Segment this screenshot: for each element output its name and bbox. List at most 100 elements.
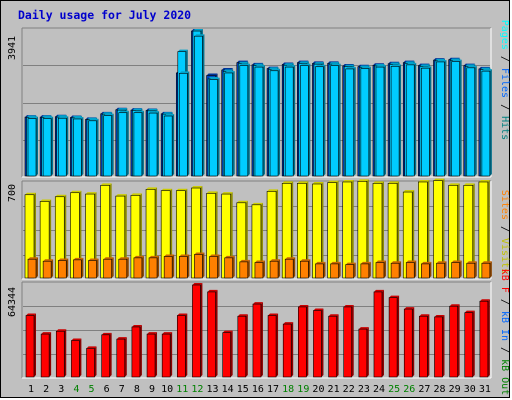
kbytes-bar-side (79, 338, 82, 377)
pages-bar (133, 110, 144, 177)
pages-bar-top (360, 66, 371, 69)
kbytes-bar-face (116, 339, 125, 377)
pages-bar-outline (27, 118, 37, 177)
sites-bar-face (224, 257, 233, 278)
x-label-day: 16 (252, 384, 264, 395)
sites-bar-top (451, 260, 462, 263)
x-label-day: 11 (176, 384, 188, 395)
visits-bar-top (236, 200, 248, 203)
legend-sites-visits: Sites / Visits (499, 190, 510, 274)
kbytes-bar-top (56, 329, 67, 332)
kbytes-bar (176, 313, 188, 378)
x-label-day: 1 (28, 384, 34, 395)
sites-bar (330, 261, 341, 279)
pages-bar-face (481, 71, 490, 176)
pages-bar-top (194, 34, 205, 37)
sites-bar-top (43, 259, 54, 262)
kbytes-bar-face (56, 331, 65, 377)
pages-bar-face (360, 68, 369, 176)
sites-bar-top (285, 257, 296, 260)
sites-bar (390, 261, 402, 279)
kbytes-bar-side (64, 329, 67, 377)
sites-bar-face (28, 259, 36, 278)
pages-bar-top (164, 114, 175, 117)
kbytes-bar-top (419, 314, 430, 317)
files-bar-top (389, 62, 400, 65)
pages-bar-outline (88, 120, 97, 177)
kbytes-bar-outline (267, 315, 277, 378)
kbytes-bar-top (464, 310, 475, 313)
pages-bar-face (179, 73, 188, 176)
sites-bar-face (285, 259, 294, 278)
sites-bar (148, 255, 160, 279)
pages-bar-outline (163, 115, 173, 177)
sites-bar-outline (178, 256, 188, 279)
files-bar-top (419, 64, 430, 67)
visits-bar-face (357, 181, 367, 278)
sites-bar-side (474, 261, 477, 278)
kbytes-bar-face (404, 309, 413, 377)
visits-bar-face (267, 191, 277, 278)
kbytes-bar-side (306, 304, 309, 377)
visits-bar-side (381, 181, 384, 278)
kbytes-bar (55, 329, 67, 378)
visits-bar-face (388, 183, 398, 278)
sites-bar-face (58, 260, 67, 278)
sites-bar-outline (254, 262, 264, 279)
kbytes-bar-top (207, 289, 218, 292)
pages-bar-outline (239, 65, 249, 177)
kbytes-bar-outline (101, 334, 110, 378)
kbytes-bar (388, 295, 400, 378)
sites-bar-outline (57, 260, 67, 279)
sites-bar-outline (209, 256, 218, 279)
visits-bar-face (191, 188, 201, 278)
sites-bar (163, 254, 175, 279)
visits-ymax-label: 700 (7, 184, 18, 202)
pages-bar-side (111, 113, 114, 176)
kbytes-bar-face (162, 334, 171, 377)
kbytes-bar-outline (328, 315, 337, 378)
kbytes-bar-top (147, 332, 158, 335)
sites-bar-side (262, 260, 265, 278)
sites-bar (300, 259, 311, 279)
kbytes-bar (252, 302, 263, 378)
pages-bar-outline (209, 79, 218, 177)
sites-bar (224, 255, 235, 279)
sites-bar (405, 260, 417, 279)
sites-bar-side (444, 261, 447, 278)
kbytes-bar-side (336, 314, 339, 377)
kbytes-bar-top (86, 346, 97, 349)
kbytes-bar (373, 289, 384, 378)
pages-bar (269, 68, 281, 177)
kbytes-bar-side (487, 299, 490, 377)
visits-bar-side (442, 178, 445, 278)
pages-bar (103, 113, 114, 177)
sites-bar-face (88, 260, 97, 278)
kbytes-bar-top (479, 299, 490, 302)
visits-bar-top (115, 194, 127, 197)
kbytes-bar (298, 304, 309, 378)
sites-bar (345, 262, 356, 279)
sites-bar (73, 257, 84, 279)
files-bar-top (298, 61, 309, 64)
kbytes-bar-side (412, 307, 415, 377)
kbytes-bar-outline (71, 340, 80, 378)
sites-bar-top (103, 257, 114, 260)
sites-bar-top (239, 259, 250, 262)
pages-bar-outline (224, 72, 233, 177)
pages-bar (178, 71, 190, 177)
kbytes-bar-top (434, 314, 445, 317)
sites-bar-top (315, 261, 326, 264)
sites-bar (239, 259, 250, 279)
pages-bar (360, 66, 371, 177)
kbytes-bar-side (139, 324, 142, 377)
sites-bar-face (330, 263, 339, 278)
sites-bar-outline (315, 263, 324, 279)
visits-bar-side (34, 192, 36, 278)
sites-bar (315, 261, 326, 279)
visits-bar-face (161, 190, 171, 278)
x-label-day: 28 (433, 384, 445, 395)
kbytes-bar-top (373, 289, 384, 292)
pages-bar-side (278, 68, 281, 176)
sites-bar-outline (436, 262, 445, 279)
